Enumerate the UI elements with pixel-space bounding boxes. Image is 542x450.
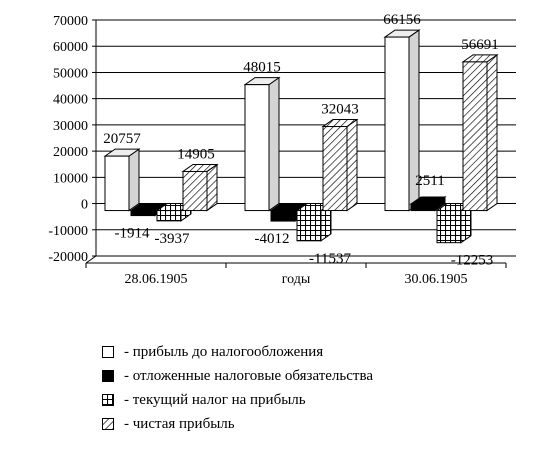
legend-item: - текущий налог на прибыль <box>102 388 373 412</box>
y-tick-label: 0 <box>81 198 88 213</box>
legend: - прибыль до налогообложения - отложенные… <box>102 340 373 436</box>
bar-front <box>156 210 182 222</box>
legend-label: - прибыль до налогообложения <box>124 343 324 360</box>
y-tick-label: 30000 <box>53 119 88 134</box>
data-label: 66156 <box>383 12 421 28</box>
legend-label: - отложенные налоговые обязательства <box>124 367 374 384</box>
legend-label: - текущий налог на прибыль <box>124 391 306 408</box>
x-tick-label: 30.06.1905 <box>405 272 468 287</box>
data-label: 56691 <box>461 37 499 53</box>
bar-side <box>486 53 498 212</box>
bar-front <box>384 36 410 212</box>
legend-item: - отложенные налоговые обязательства <box>102 364 373 388</box>
data-label: 2511 <box>415 173 444 189</box>
data-label: -4012 <box>255 231 290 247</box>
data-label: 14905 <box>177 146 215 162</box>
legend-swatch <box>102 418 114 430</box>
bar-front <box>130 210 156 217</box>
bar-front <box>270 210 296 222</box>
y-tick-label: -10000 <box>48 224 88 239</box>
bar-front <box>410 203 436 212</box>
y-tick-label: 50000 <box>53 66 88 81</box>
legend-item: - прибыль до налогообложения <box>102 340 373 364</box>
bar-side <box>206 163 218 212</box>
bar-front <box>182 170 208 212</box>
y-tick-label: -20000 <box>48 250 88 265</box>
bar-front <box>296 210 322 242</box>
y-tick-label: 70000 <box>53 14 88 29</box>
x-tick-label: годы <box>282 272 311 287</box>
legend-swatch <box>102 394 114 406</box>
bars <box>103 29 499 244</box>
legend-item: - чистая прибыль <box>102 412 373 436</box>
bar-front <box>244 84 270 212</box>
bar-front <box>322 126 348 212</box>
data-label: -1914 <box>115 226 150 242</box>
y-tick-label: 20000 <box>53 145 88 160</box>
bar-front <box>462 61 488 212</box>
bar <box>181 163 219 212</box>
data-label: 48015 <box>243 60 281 76</box>
data-label: -3937 <box>155 231 190 247</box>
gridlines <box>96 19 516 257</box>
y-tick-label: 10000 <box>53 171 88 186</box>
bar-side <box>128 148 140 212</box>
bar-side <box>346 118 358 212</box>
legend-swatch <box>102 346 114 358</box>
data-label: -12253 <box>451 253 494 269</box>
bar-front <box>436 210 462 244</box>
legend-label: - чистая прибыль <box>124 415 235 432</box>
bar <box>103 148 141 212</box>
legend-swatch <box>102 370 114 382</box>
bar <box>461 53 499 212</box>
data-label: -11537 <box>309 251 351 267</box>
bar-front <box>104 155 130 212</box>
bar <box>409 196 447 212</box>
axes: -20000 -10000 0 10000 20000 30000 40000 50000 60… <box>48 14 516 287</box>
bar-side <box>268 76 280 212</box>
y-tick-label: 60000 <box>53 40 88 55</box>
data-label: 32043 <box>321 102 359 118</box>
bar <box>383 29 421 212</box>
floor-edge <box>85 255 97 264</box>
bar <box>321 118 359 212</box>
data-label: 20757 <box>103 131 141 147</box>
x-tick-label: 28.06.1905 <box>125 272 188 287</box>
bar <box>243 76 281 212</box>
y-tick-label: 40000 <box>53 93 88 108</box>
data-labels: 20757 48015 66156 -1914 -4012 2511 -3937 -11537… <box>103 12 499 269</box>
